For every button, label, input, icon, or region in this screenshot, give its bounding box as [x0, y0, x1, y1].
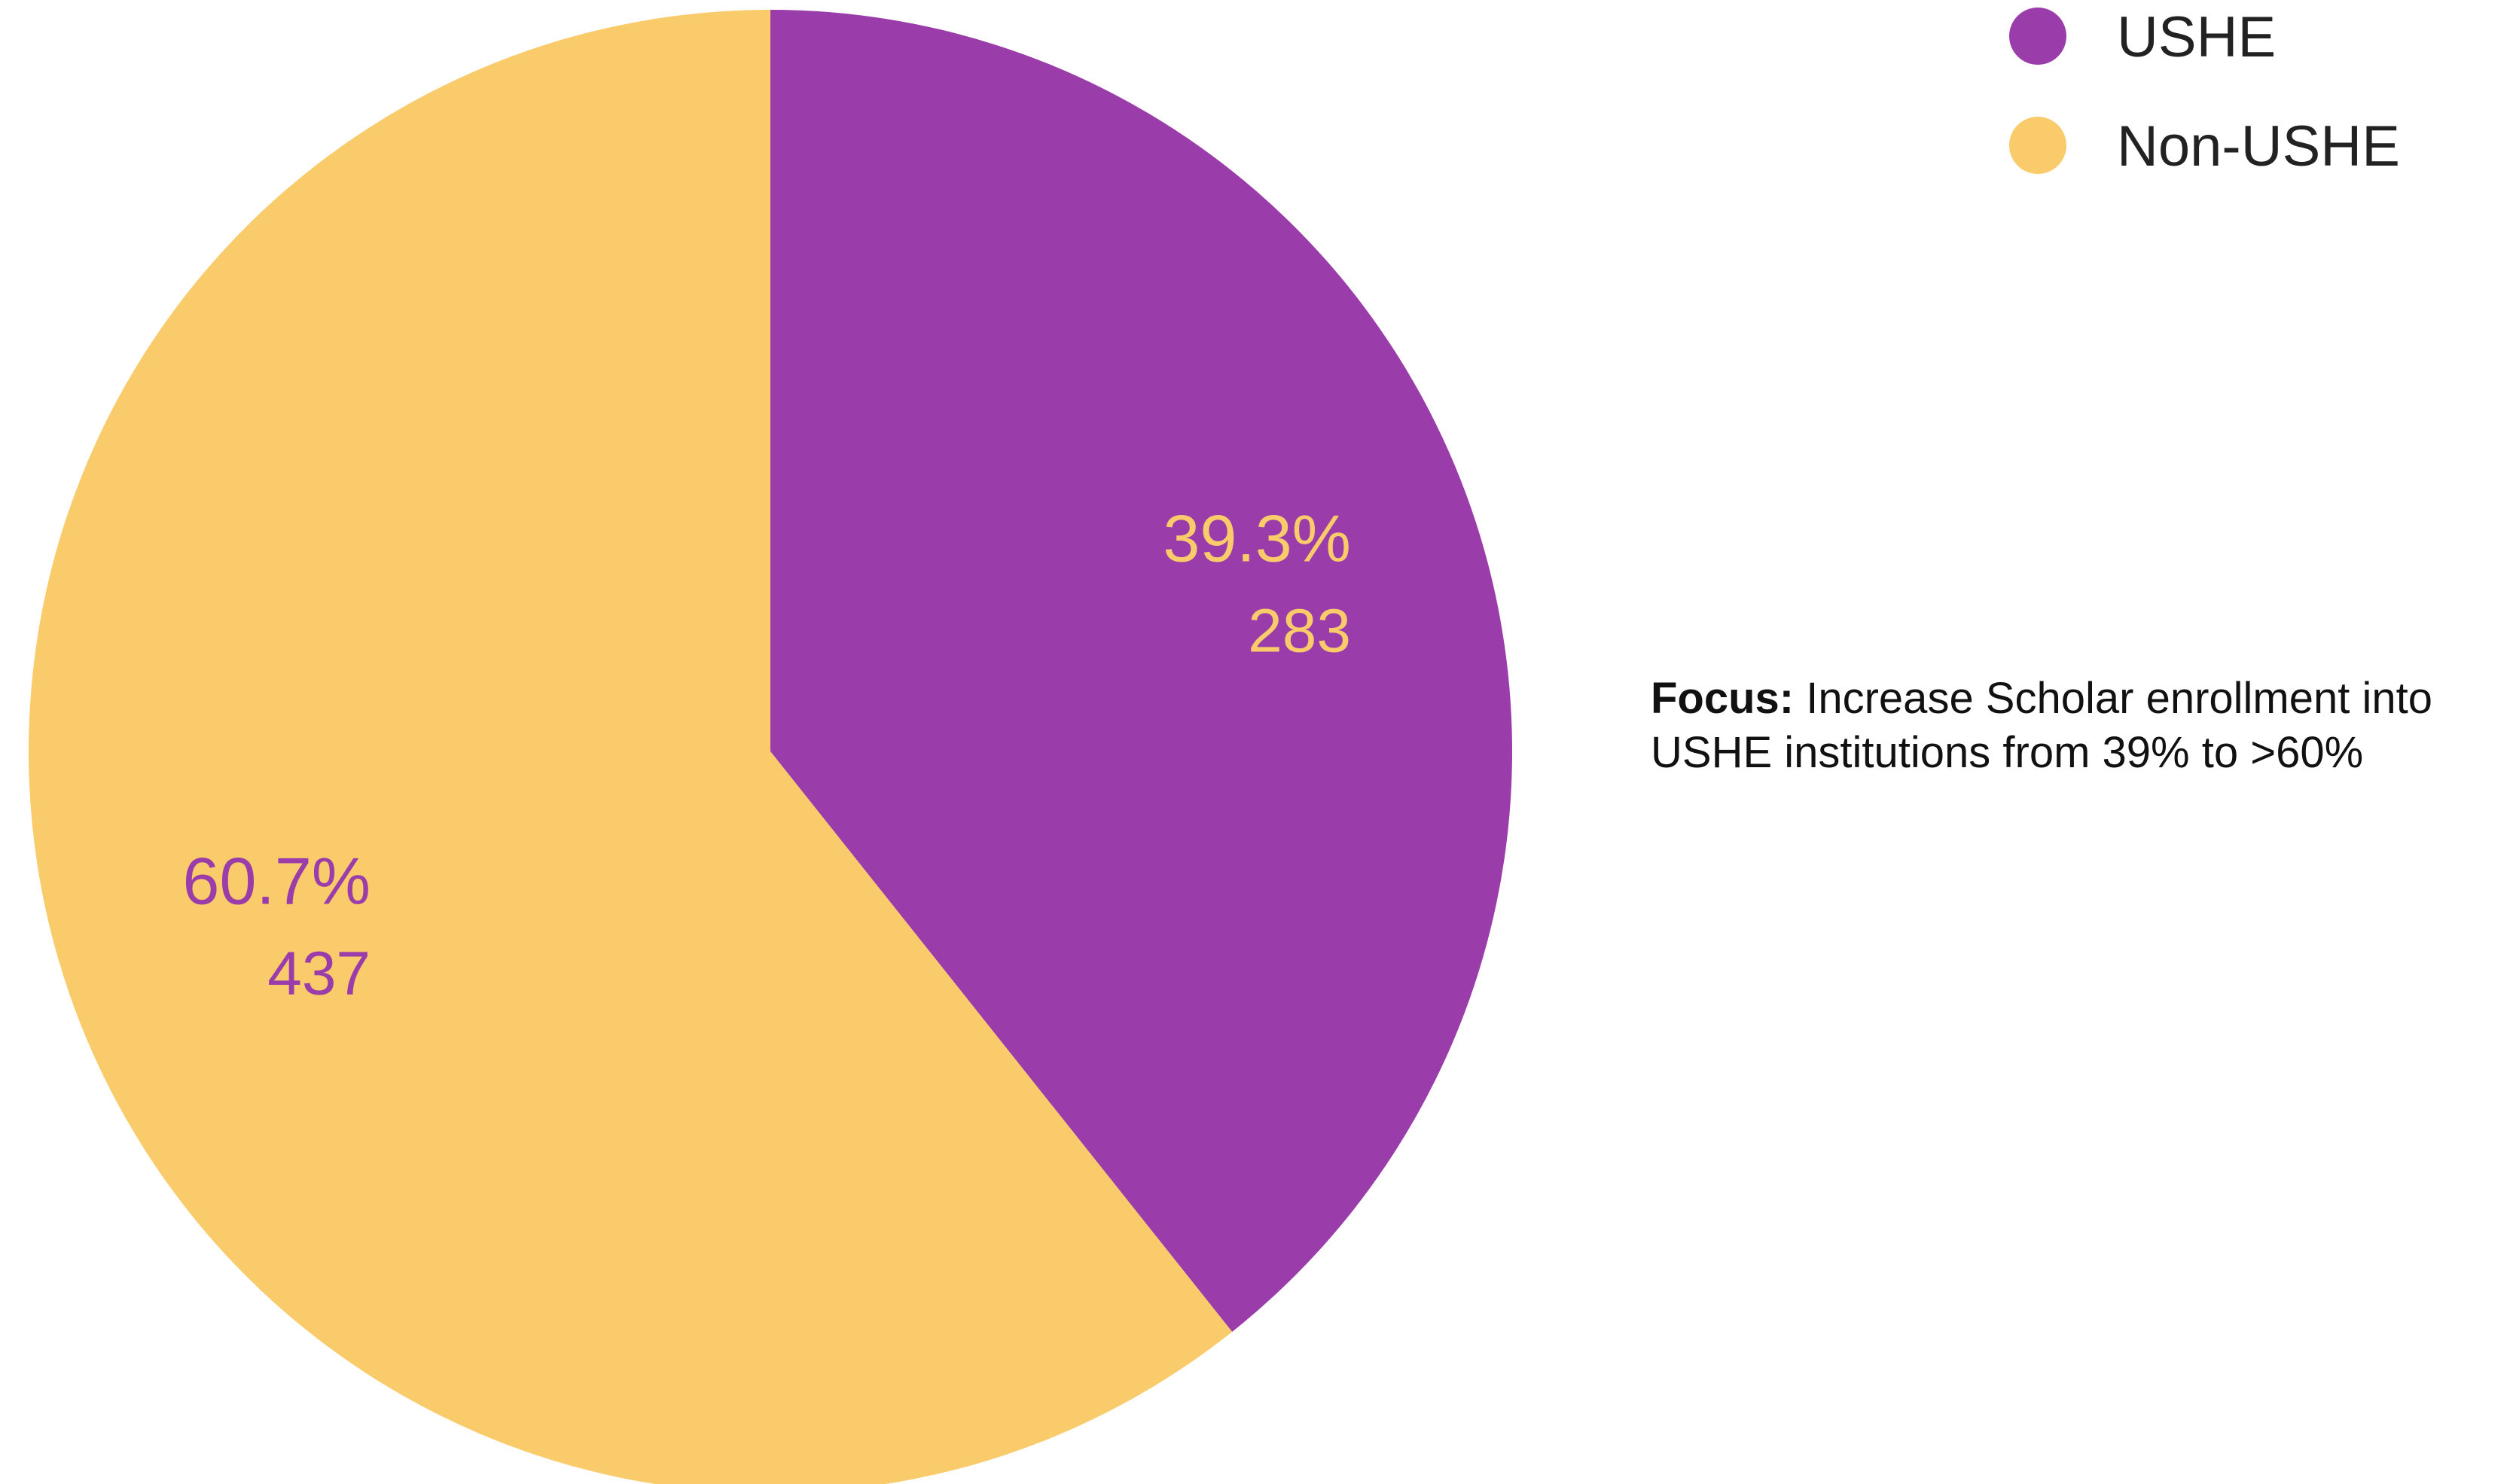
- legend-label: USHE: [2117, 5, 2276, 69]
- pie-slice-ushe: [770, 10, 1512, 1332]
- slice-value-label: 283: [1248, 597, 1351, 666]
- focus-label: Focus:: [1651, 674, 1795, 723]
- slice-percent-label: 60.7%: [183, 843, 371, 918]
- legend-swatch: [2009, 8, 2066, 65]
- slice-percent-label: 39.3%: [1163, 501, 1351, 576]
- slice-value-label: 437: [267, 939, 371, 1007]
- pie-slice-non-ushe: [29, 10, 1233, 1484]
- focus-note: Focus: Increase Scholar enrollment into …: [1651, 672, 2509, 780]
- legend-swatch: [2009, 117, 2066, 174]
- focus-text: Increase Scholar enrollment into USHE in…: [1651, 674, 2433, 777]
- legend-label: Non-USHE: [2117, 114, 2400, 178]
